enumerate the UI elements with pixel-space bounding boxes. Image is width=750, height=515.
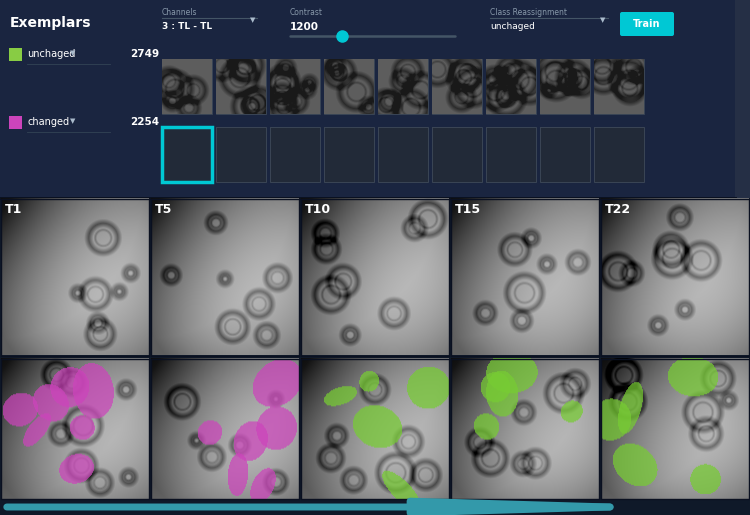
Text: Channels: Channels — [162, 8, 197, 17]
Text: ▼: ▼ — [70, 118, 75, 124]
Bar — [378, 59, 428, 114]
Bar — [9, 48, 22, 61]
Bar — [324, 59, 374, 114]
Text: Class Reassignment: Class Reassignment — [490, 8, 567, 17]
Bar — [486, 59, 536, 114]
Bar — [1, 199, 149, 355]
Bar — [270, 127, 320, 182]
Text: 2749: 2749 — [130, 49, 159, 59]
Bar — [162, 59, 212, 114]
FancyBboxPatch shape — [620, 12, 674, 36]
Bar — [432, 127, 482, 182]
Bar — [9, 116, 22, 129]
Text: ▼: ▼ — [250, 17, 255, 23]
Text: unchaged: unchaged — [490, 22, 535, 31]
Bar — [432, 59, 482, 114]
Text: 1200: 1200 — [290, 22, 319, 32]
Text: changed: changed — [27, 117, 69, 127]
Bar — [735, 0, 750, 198]
Bar — [540, 127, 590, 182]
Bar — [301, 358, 449, 499]
Text: T1: T1 — [5, 203, 22, 216]
Text: 2254: 2254 — [130, 117, 159, 127]
Text: 3 : TL - TL: 3 : TL - TL — [162, 22, 212, 31]
Bar — [486, 127, 536, 182]
Bar — [151, 199, 299, 355]
Text: ▼: ▼ — [70, 50, 75, 56]
Bar — [451, 358, 599, 499]
Bar — [378, 127, 428, 182]
Bar — [451, 199, 599, 355]
Bar — [601, 358, 749, 499]
Bar — [162, 127, 212, 182]
Bar — [301, 199, 449, 355]
Bar — [540, 59, 590, 114]
Text: Exemplars: Exemplars — [10, 16, 92, 30]
Bar — [216, 127, 266, 182]
Text: T5: T5 — [155, 203, 172, 216]
Bar — [0, 0, 735, 198]
Bar — [216, 59, 266, 114]
Bar — [324, 127, 374, 182]
Bar — [594, 59, 644, 114]
Text: T15: T15 — [455, 203, 482, 216]
Bar — [151, 358, 299, 499]
Text: Train: Train — [633, 19, 661, 29]
Text: Contrast: Contrast — [290, 8, 323, 17]
Bar — [270, 59, 320, 114]
Bar — [1, 358, 149, 499]
Text: unchaged: unchaged — [27, 49, 75, 59]
Text: ▼: ▼ — [600, 17, 605, 23]
Text: T22: T22 — [605, 203, 631, 216]
Text: T10: T10 — [305, 203, 332, 216]
Bar — [594, 127, 644, 182]
Bar — [601, 199, 749, 355]
